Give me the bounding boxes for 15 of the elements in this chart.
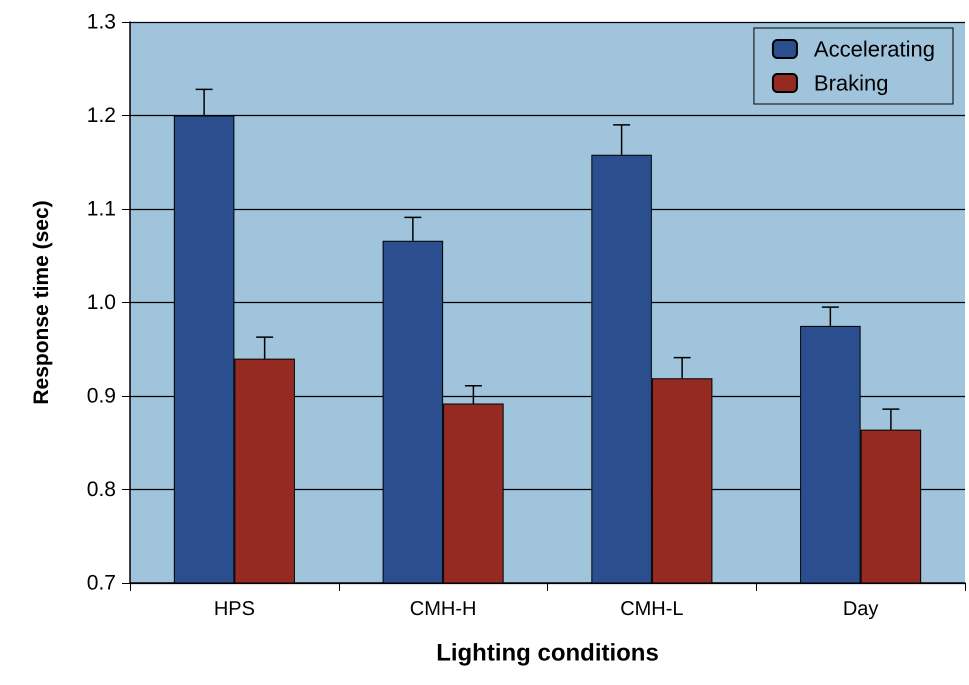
y-tick-label: 1.0 [86, 291, 116, 314]
y-tick-label: 0.9 [86, 384, 116, 408]
y-axis-title: Response time (sec) [30, 200, 53, 405]
y-tick-label: 1.1 [86, 198, 116, 220]
x-tick-label: CMH-H [410, 598, 476, 620]
y-tick-label: 0.8 [86, 478, 116, 501]
y-tick-label: 0.7 [86, 572, 116, 594]
legend-label: Braking [814, 70, 889, 96]
x-tick-label: HPS [214, 598, 255, 620]
y-tick-label: 1.3 [86, 10, 116, 34]
x-tick-label: CMH-L [620, 598, 684, 620]
y-tick-label: 1.2 [86, 104, 116, 127]
x-tick-label: Day [842, 598, 878, 620]
legend-label: Accelerating [814, 36, 936, 62]
x-axis-title: Lighting conditions [436, 640, 659, 666]
